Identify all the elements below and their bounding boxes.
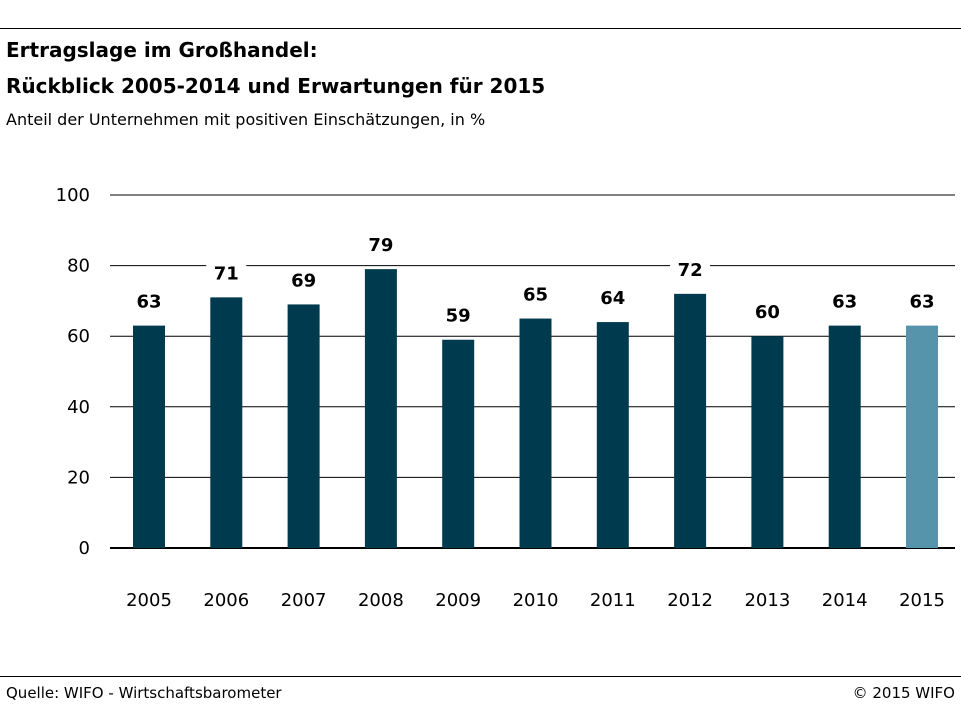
data-label-background bbox=[670, 257, 711, 280]
x-axis-ticks: 2005 2006 2007 2008 2009 2010 2011 2012 2013 2014… bbox=[126, 590, 945, 611]
bar bbox=[210, 297, 243, 548]
bar bbox=[133, 325, 165, 548]
bar bbox=[674, 293, 707, 548]
data-label-background bbox=[515, 282, 556, 305]
y-axis-ticks: 0 20 40 60 80 100 bbox=[56, 185, 90, 559]
x-tick-label: 2011 bbox=[590, 590, 636, 611]
bottom-rule bbox=[0, 676, 961, 677]
top-rule bbox=[0, 28, 961, 29]
data-label: 63 bbox=[136, 292, 161, 313]
chart-title: Ertragslage im Großhandel: bbox=[6, 38, 318, 62]
bar bbox=[828, 325, 861, 548]
x-tick-label: 2014 bbox=[822, 590, 868, 611]
y-tick-label: 60 bbox=[67, 326, 90, 347]
chart-title-line2: Rückblick 2005-2014 und Erwartungen für … bbox=[6, 74, 546, 98]
data-label: 63 bbox=[909, 292, 934, 313]
x-tick-label: 2009 bbox=[435, 590, 481, 611]
bar bbox=[596, 322, 629, 548]
data-labels: 63 71 69 79 59 65 64 72 60 63 63 bbox=[129, 233, 942, 327]
bar-chart: 0 20 40 60 80 100 63 71 69 79 59 65 64 72 60 63 63 2005… bbox=[56, 185, 955, 611]
bar bbox=[442, 339, 475, 548]
data-label: 59 bbox=[446, 306, 471, 327]
bar bbox=[364, 269, 397, 548]
data-label: 64 bbox=[600, 288, 625, 309]
footer-source: Quelle: WIFO - Wirtschaftsbarometer bbox=[6, 684, 282, 702]
data-label: 63 bbox=[832, 292, 857, 313]
data-label: 69 bbox=[291, 270, 316, 291]
data-label: 65 bbox=[523, 285, 548, 306]
x-tick-label: 2008 bbox=[358, 590, 404, 611]
x-tick-label: 2015 bbox=[899, 590, 945, 611]
data-label-background bbox=[438, 303, 479, 326]
x-tick-label: 2012 bbox=[667, 590, 713, 611]
data-label: 72 bbox=[678, 260, 703, 281]
footer-copyright: © 2015 WIFO bbox=[852, 684, 955, 702]
data-label-background bbox=[747, 300, 788, 323]
y-tick-label: 80 bbox=[67, 256, 90, 277]
bars bbox=[133, 269, 938, 548]
bar bbox=[287, 304, 320, 548]
data-label-background bbox=[206, 261, 247, 284]
data-label-background bbox=[283, 268, 324, 291]
x-tick-label: 2005 bbox=[126, 590, 172, 611]
chart-subtitle: Anteil der Unternehmen mit positiven Ein… bbox=[6, 110, 486, 129]
y-tick-label: 40 bbox=[67, 397, 90, 418]
data-label-background bbox=[129, 289, 169, 312]
y-tick-label: 100 bbox=[56, 185, 90, 206]
bar bbox=[906, 325, 938, 548]
x-tick-label: 2007 bbox=[281, 590, 327, 611]
data-label-background bbox=[902, 289, 942, 312]
data-label: 71 bbox=[214, 263, 239, 284]
bar bbox=[751, 336, 784, 548]
x-tick-label: 2010 bbox=[513, 590, 559, 611]
y-tick-label: 20 bbox=[67, 467, 90, 488]
data-label-background bbox=[360, 233, 401, 256]
data-label-background bbox=[824, 289, 865, 312]
bar bbox=[519, 318, 552, 548]
data-label: 60 bbox=[755, 302, 780, 323]
data-label: 79 bbox=[368, 235, 393, 256]
x-tick-label: 2013 bbox=[744, 590, 790, 611]
x-tick-label: 2006 bbox=[203, 590, 249, 611]
y-tick-label: 0 bbox=[79, 538, 90, 559]
data-label-background bbox=[592, 286, 633, 309]
